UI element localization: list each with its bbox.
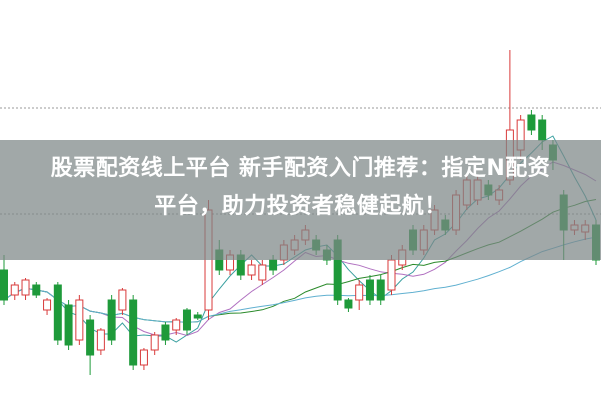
candle-body [21, 279, 30, 296]
candle-body [527, 114, 536, 131]
candle-body [107, 299, 116, 341]
candle-body [32, 284, 41, 296]
candle-body [182, 309, 191, 331]
candle-body [355, 284, 364, 301]
candle-body [193, 314, 202, 319]
candle-body [86, 319, 95, 356]
candle-body [43, 299, 52, 311]
moving-average-line-4 [3, 236, 597, 323]
candle-body [64, 304, 73, 346]
candle-body [247, 264, 256, 276]
candle-body [96, 329, 105, 351]
candle-body [129, 299, 138, 366]
candle-body [172, 319, 181, 331]
candle-body [387, 259, 396, 291]
candle-body [118, 289, 127, 311]
candle-body [376, 279, 385, 301]
candle-body [150, 334, 159, 351]
title-line-1: 股票配资线上平台 新手配资入门推荐：指定N配资 [50, 156, 551, 181]
candle-body [538, 119, 547, 141]
candle-body [75, 299, 84, 341]
candle-body [269, 259, 278, 271]
title-overlay-band [0, 140, 601, 260]
candle-body [10, 284, 19, 296]
candle-body [139, 349, 148, 366]
title-line-2: 平台，助力投资者稳健起航！ [154, 194, 447, 219]
candle-body [344, 299, 353, 309]
article-title: 股票配资线上平台 新手配资入门推荐：指定N配资 平台，助力投资者稳健起航！ [0, 150, 601, 226]
candle-body [258, 264, 267, 281]
candle-body [161, 324, 170, 341]
candle-body [53, 284, 62, 341]
candle-body [0, 269, 8, 301]
candle-body [365, 279, 374, 301]
